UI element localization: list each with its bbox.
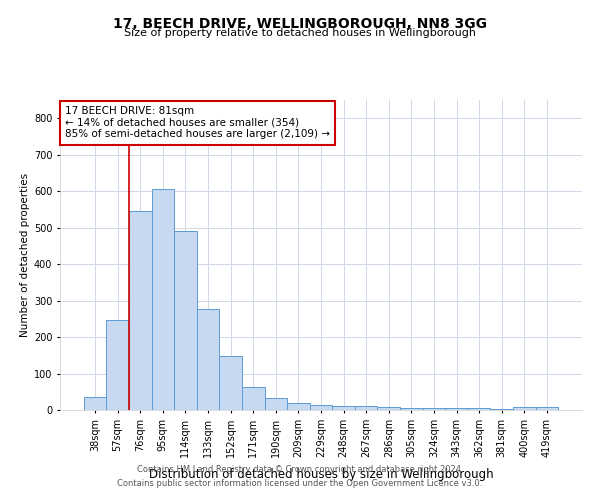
Bar	[106, 320, 129, 410]
Bar	[513, 408, 536, 410]
Bar	[400, 408, 422, 410]
X-axis label: Distribution of detached houses by size in Wellingborough: Distribution of detached houses by size …	[149, 468, 493, 481]
Text: Contains HM Land Registry data © Crown copyright and database right 2024.
Contai: Contains HM Land Registry data © Crown c…	[118, 466, 482, 487]
Bar	[310, 404, 332, 410]
Bar	[332, 406, 355, 410]
Text: 17 BEECH DRIVE: 81sqm
← 14% of detached houses are smaller (354)
85% of semi-det: 17 BEECH DRIVE: 81sqm ← 14% of detached …	[65, 106, 330, 140]
Bar	[220, 356, 242, 410]
Bar	[287, 402, 310, 410]
Text: 17, BEECH DRIVE, WELLINGBOROUGH, NN8 3GG: 17, BEECH DRIVE, WELLINGBOROUGH, NN8 3GG	[113, 18, 487, 32]
Bar	[242, 387, 265, 410]
Bar	[468, 408, 490, 410]
Bar	[377, 408, 400, 410]
Bar	[129, 211, 152, 410]
Bar	[197, 308, 220, 410]
Bar	[445, 408, 468, 410]
Bar	[152, 190, 174, 410]
Bar	[84, 397, 106, 410]
Bar	[174, 230, 197, 410]
Bar	[355, 406, 377, 410]
Bar	[490, 408, 513, 410]
Bar	[536, 408, 558, 410]
Text: Size of property relative to detached houses in Wellingborough: Size of property relative to detached ho…	[124, 28, 476, 38]
Bar	[422, 408, 445, 410]
Y-axis label: Number of detached properties: Number of detached properties	[20, 173, 29, 337]
Bar	[265, 398, 287, 410]
